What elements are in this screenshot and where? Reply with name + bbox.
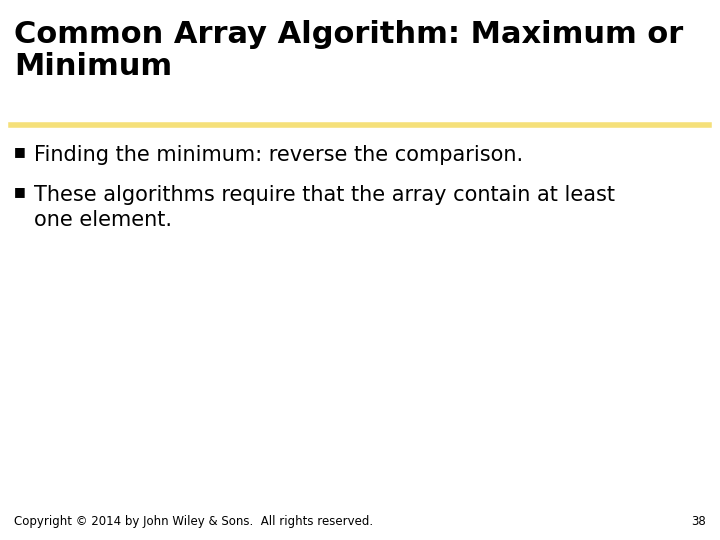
Text: ■: ■ bbox=[14, 145, 26, 158]
Text: Common Array Algorithm: Maximum or
Minimum: Common Array Algorithm: Maximum or Minim… bbox=[14, 20, 683, 82]
Text: Finding the minimum: reverse the comparison.: Finding the minimum: reverse the compari… bbox=[34, 145, 523, 165]
Text: ■: ■ bbox=[14, 185, 26, 198]
Text: 38: 38 bbox=[691, 515, 706, 528]
Text: Copyright © 2014 by John Wiley & Sons.  All rights reserved.: Copyright © 2014 by John Wiley & Sons. A… bbox=[14, 515, 373, 528]
Text: These algorithms require that the array contain at least
one element.: These algorithms require that the array … bbox=[34, 185, 615, 230]
